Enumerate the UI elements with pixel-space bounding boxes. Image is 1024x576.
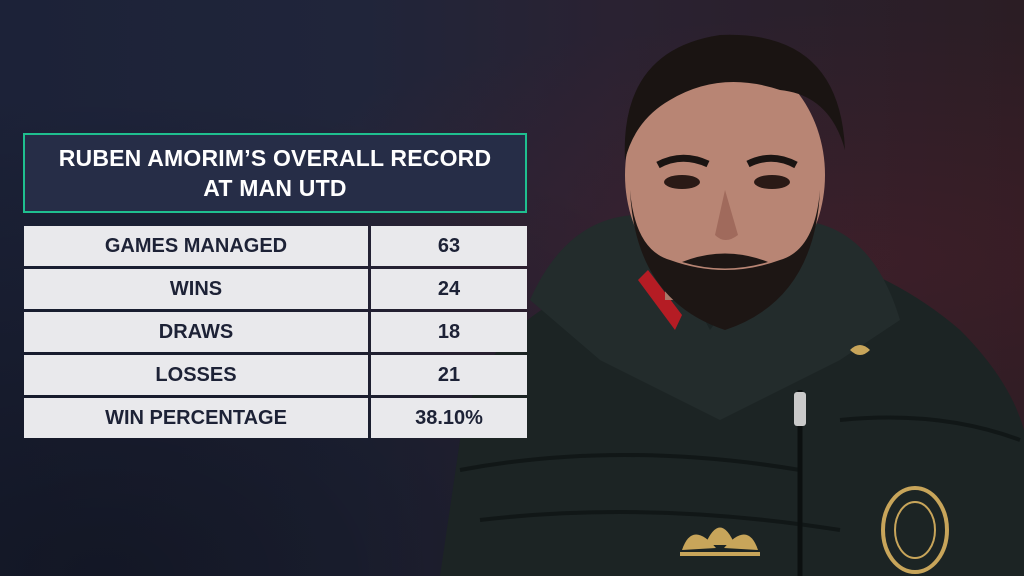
stat-value: 18 (371, 312, 527, 352)
table-row: GAMES MANAGED 63 (24, 226, 527, 266)
jacket-seam (479, 510, 841, 532)
club-crest-icon (881, 486, 949, 574)
stats-table: GAMES MANAGED 63 WINS 24 DRAWS 18 LOSSES… (24, 226, 527, 441)
brand-logo-icon (680, 527, 760, 556)
mustache (682, 253, 768, 269)
jacket-seam (459, 453, 801, 472)
stat-label: DRAWS (24, 312, 368, 352)
collar-accent (638, 270, 682, 330)
jacket-seam (839, 415, 1021, 442)
stat-value: 24 (371, 269, 527, 309)
face (625, 55, 825, 295)
nose (715, 190, 738, 240)
stat-label: WIN PERCENTAGE (24, 398, 368, 438)
stat-label: GAMES MANAGED (24, 226, 368, 266)
title-line-2: AT MAN UTD (203, 175, 347, 201)
jacket-hood (530, 214, 900, 420)
record-title-box: RUBEN AMORIM’S OVERALL RECORD AT MAN UTD (23, 133, 527, 213)
hair (624, 34, 845, 160)
eye-left (664, 175, 700, 189)
zipper-pull (794, 392, 806, 426)
manager-portrait (440, 34, 1024, 576)
brow-left (656, 154, 710, 169)
brow-right (746, 154, 798, 169)
beard (630, 190, 820, 330)
stat-value: 38.10% (371, 398, 527, 438)
table-row: WIN PERCENTAGE 38.10% (24, 398, 527, 438)
table-row: WINS 24 (24, 269, 527, 309)
stat-value: 63 (371, 226, 527, 266)
stat-label: LOSSES (24, 355, 368, 395)
table-row: LOSSES 21 (24, 355, 527, 395)
eye-right (754, 175, 790, 189)
stat-value: 21 (371, 355, 527, 395)
collar-ornament-icon (850, 345, 870, 355)
title-line-1: RUBEN AMORIM’S OVERALL RECORD (58, 145, 492, 171)
stat-label: WINS (24, 269, 368, 309)
table-row: DRAWS 18 (24, 312, 527, 352)
